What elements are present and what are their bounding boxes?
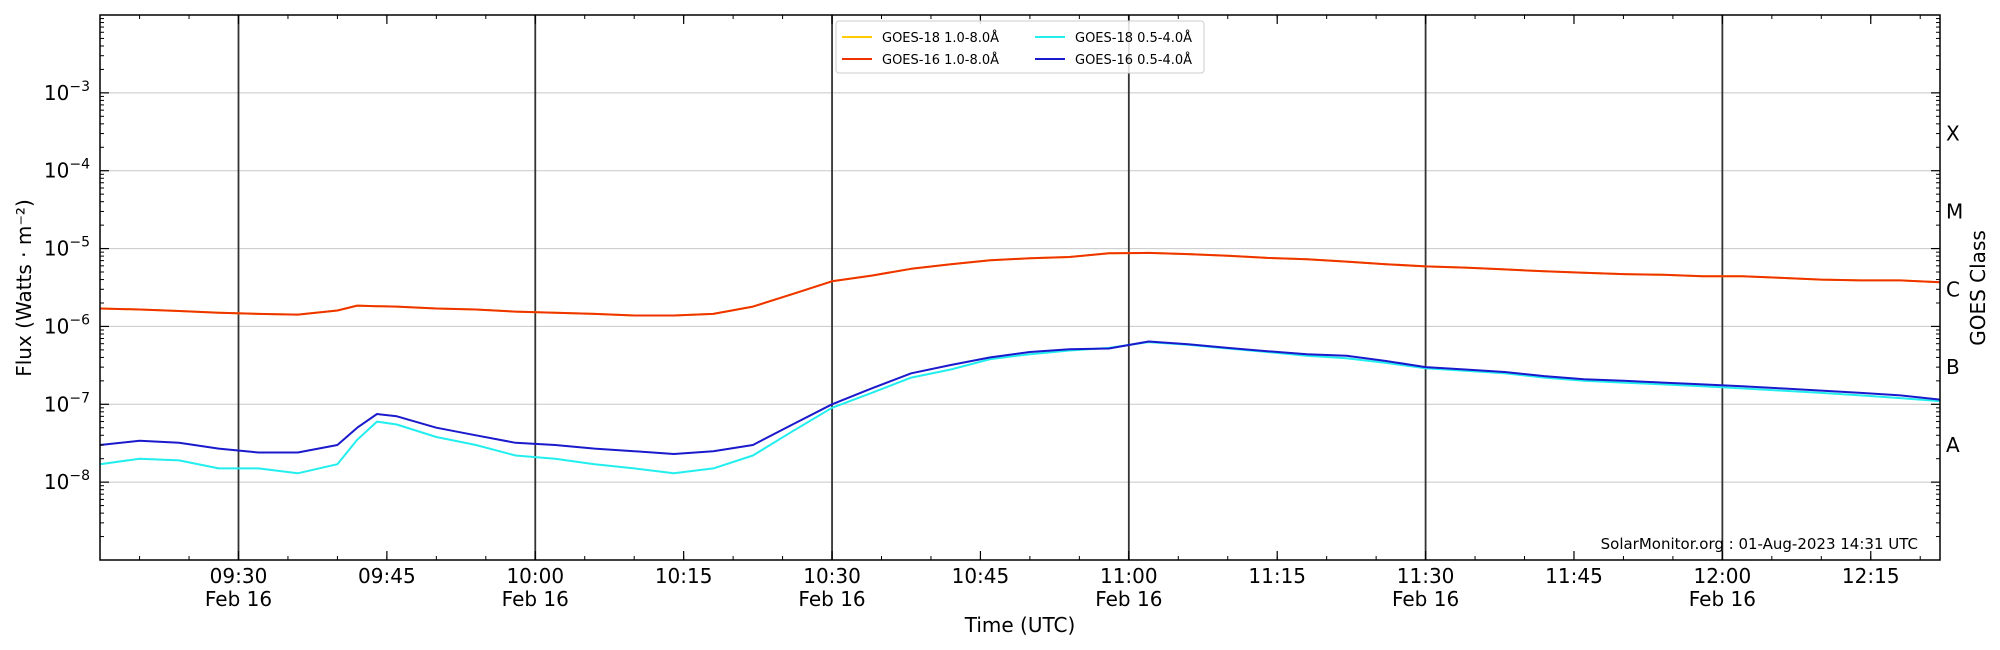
grid-layer xyxy=(100,14,1940,483)
y-tick-label: 10−7 xyxy=(44,390,90,416)
x-tick-label: 12:00 xyxy=(1694,564,1752,588)
series-line xyxy=(99,341,1941,475)
x-axis-title: Time (UTC) xyxy=(964,613,1076,637)
x-tick-label: 11:45 xyxy=(1545,564,1603,588)
x-tick-label: 10:15 xyxy=(655,564,713,588)
goes-class-label: C xyxy=(1946,277,1960,301)
goes-class-label: B xyxy=(1946,355,1960,379)
y-axis-title: Flux (Watts · m⁻²) xyxy=(12,199,36,377)
legend: GOES-18 1.0-8.0Å GOES-16 1.0-8.0Å GOES-18 … xyxy=(835,20,1205,74)
goes-class-label: A xyxy=(1946,433,1960,457)
series-line xyxy=(99,251,1941,317)
x-tick-date-label: Feb 16 xyxy=(798,587,865,611)
y-tick-label: 10−8 xyxy=(44,468,90,494)
x-tick-label: 10:45 xyxy=(952,564,1010,588)
y2-axis-title: GOES Class xyxy=(1966,230,1990,346)
x-tick-date-label: Feb 16 xyxy=(1095,587,1162,611)
legend-label: GOES-18 1.0-8.0Å xyxy=(882,30,999,46)
legend-label: GOES-16 0.5-4.0Å xyxy=(1075,52,1192,68)
watermark-text: SolarMonitor.org : 01-Aug-2023 14:31 UTC xyxy=(1601,535,1918,553)
y-tick-label: 10−5 xyxy=(44,235,90,261)
x-tick-label: 11:15 xyxy=(1248,564,1306,588)
ticks-layer xyxy=(100,15,1940,560)
y-tick-label: 10−3 xyxy=(44,79,90,105)
vertical-lines-layer xyxy=(237,15,1724,560)
series-layer xyxy=(99,251,1941,475)
legend-label: GOES-18 0.5-4.0Å xyxy=(1075,30,1192,46)
x-tick-label: 09:30 xyxy=(210,564,268,588)
goes-class-label: X xyxy=(1946,122,1960,146)
x-tick-label: 11:00 xyxy=(1100,564,1158,588)
x-tick-date-label: Feb 16 xyxy=(502,587,569,611)
x-tick-date-label: Feb 16 xyxy=(205,587,272,611)
x-tick-date-label: Feb 16 xyxy=(1689,587,1756,611)
y-tick-label: 10−6 xyxy=(44,312,90,338)
y-tick-label: 10−4 xyxy=(44,157,90,183)
legend-label: GOES-16 1.0-8.0Å xyxy=(882,52,999,68)
series-line xyxy=(99,340,1941,455)
x-tick-label: 10:30 xyxy=(803,564,861,588)
x-tick-label: 12:15 xyxy=(1842,564,1900,588)
x-tick-date-label: Feb 16 xyxy=(1392,587,1459,611)
plot-frame xyxy=(99,14,1941,561)
x-tick-label: 10:00 xyxy=(506,564,564,588)
legend-box xyxy=(835,20,1205,74)
goes-class-label: M xyxy=(1946,199,1963,223)
legend-items: GOES-18 1.0-8.0Å GOES-16 1.0-8.0Å GOES-18 … xyxy=(842,30,1192,68)
x-tick-label: 09:45 xyxy=(358,564,416,588)
x-tick-label: 11:30 xyxy=(1397,564,1455,588)
goes-class-labels-layer: A B C M X xyxy=(1946,122,1963,457)
